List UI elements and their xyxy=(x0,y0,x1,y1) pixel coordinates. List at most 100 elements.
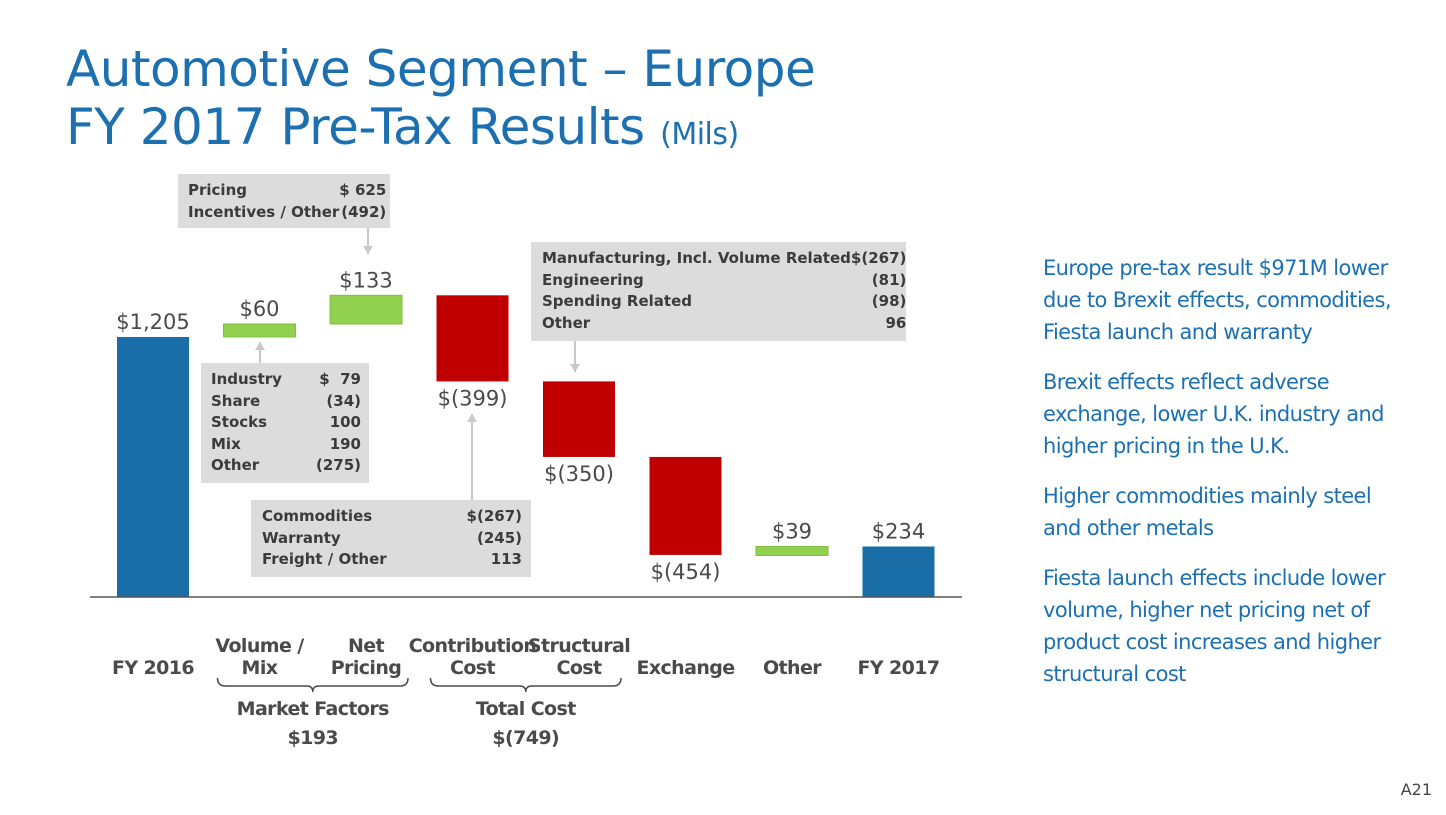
callout-label: Freight / Other xyxy=(262,550,387,568)
callout-row: Mix 190 xyxy=(211,434,361,456)
bullet-text: Fiesta launch effects include lower volu… xyxy=(1043,566,1386,686)
callout-value: 96 xyxy=(885,313,907,332)
group-value: $(749) xyxy=(492,727,559,749)
callout-value: 190 xyxy=(329,434,361,453)
category-label: FY 2017 xyxy=(857,657,939,679)
category-label: Mix xyxy=(242,657,278,679)
waterfall-bar xyxy=(223,323,296,338)
callout-row: Freight / Other 113 xyxy=(262,549,522,571)
callout-value: (492) xyxy=(341,202,387,221)
category-label: Exchange xyxy=(636,657,734,679)
category-label: Volume / xyxy=(215,635,304,657)
callout-contribution-table: Commodities $(267) Warranty (245) Freight / … xyxy=(262,506,522,571)
value-label: $39 xyxy=(772,520,812,544)
callout-contribution: Commodities $(267) Warranty (245) Freight / … xyxy=(251,500,531,577)
category-label: Contribution xyxy=(409,635,537,657)
callout-market: Industry $ 79 Share (34) Stocks 100 Mix 190 Othe… xyxy=(201,363,369,483)
category-label: Structural xyxy=(528,635,630,657)
callout-row: Industry $ 79 xyxy=(211,369,361,391)
waterfall-bar xyxy=(649,456,722,555)
callout-value: $ 625 xyxy=(339,181,387,199)
callout-row: Pricing $ 625 xyxy=(188,180,386,202)
value-label: $(350) xyxy=(544,462,614,486)
title-units: (Mils) xyxy=(660,117,739,152)
structural-connector-head xyxy=(570,364,580,372)
callout-value: 100 xyxy=(329,413,361,431)
bullet-text: Higher commodities mainly steel and othe… xyxy=(1043,484,1372,540)
callout-label: Mix xyxy=(211,434,241,453)
page-title: Automotive Segment – Europe FY 2017 Pre-… xyxy=(66,40,816,164)
category-label: FY 2016 xyxy=(112,657,194,679)
market-connector-head xyxy=(255,342,265,350)
category-label: Cost xyxy=(450,657,496,679)
value-label: $(454) xyxy=(651,560,721,584)
waterfall-bar xyxy=(543,381,615,457)
contribution-connector-head xyxy=(467,414,477,422)
callout-value: $(267) xyxy=(466,507,522,525)
waterfall-bar xyxy=(755,546,829,557)
category-label: Cost xyxy=(557,657,603,679)
pricing-connector-head xyxy=(363,246,373,254)
title-line-1: Automotive Segment – Europe xyxy=(66,40,816,98)
bullet-text: Brexit effects reflect adverse exchange,… xyxy=(1043,370,1385,458)
page-number: A21 xyxy=(1400,780,1432,799)
callout-row: Warranty (245) xyxy=(262,528,522,550)
bullet-text: Europe pre-tax result $971M lower due to… xyxy=(1043,256,1392,344)
waterfall-bar xyxy=(117,336,189,597)
group-label: Market Factors xyxy=(237,698,389,720)
callout-label: Industry xyxy=(211,370,282,388)
callout-label: Share xyxy=(211,391,261,410)
callout-row: Other (275) xyxy=(211,455,361,477)
callout-value: $ 79 xyxy=(319,370,361,388)
callout-label: Spending Related xyxy=(542,292,692,310)
value-label: $(399) xyxy=(438,386,508,410)
callout-structural-table: Manufacturing, Incl. Volume Related $(267… xyxy=(542,248,906,334)
callout-label: Commodities xyxy=(262,507,373,525)
category-label: Pricing xyxy=(331,657,402,679)
callout-label: Other xyxy=(211,456,260,474)
callout-row: Share (34) xyxy=(211,391,361,413)
callout-value: (34) xyxy=(326,391,361,410)
category-label: Net xyxy=(348,635,385,657)
waterfall-bar xyxy=(329,294,403,325)
callout-label: Stocks xyxy=(211,413,268,431)
title-line-2-text: FY 2017 Pre-Tax Results xyxy=(66,98,645,156)
callout-value: (245) xyxy=(476,528,522,547)
callout-value: 113 xyxy=(490,550,522,568)
category-label: Other xyxy=(763,657,822,679)
callout-structural: Manufacturing, Incl. Volume Related $(267… xyxy=(531,242,906,341)
group-brace xyxy=(429,677,622,693)
callout-market-table: Industry $ 79 Share (34) Stocks 100 Mix 190 Othe… xyxy=(211,369,361,477)
value-label: $234 xyxy=(872,520,925,544)
waterfall-chart: $1,205 $60 $133 $(399) $(350) $(454) $39 $234 FY… xyxy=(90,228,962,749)
commentary: Europe pre-tax result $971M lower due to… xyxy=(1043,252,1413,708)
callout-pricing: Pricing $ 625 Incentives / Other (492) xyxy=(178,174,390,228)
callout-value: (81) xyxy=(871,270,907,289)
callout-label: Incentives / Other xyxy=(188,202,340,221)
callout-label: Warranty xyxy=(262,528,341,547)
callout-label: Other xyxy=(542,313,591,332)
waterfall-bar xyxy=(862,546,935,597)
callout-label: Engineering xyxy=(542,270,644,289)
callout-label: Pricing xyxy=(188,181,247,199)
callout-value: $(267) xyxy=(850,249,907,267)
group-label: Total Cost xyxy=(476,698,576,720)
callout-label: Manufacturing, Incl. Volume Related xyxy=(542,249,851,267)
callout-row: Manufacturing, Incl. Volume Related $(267… xyxy=(542,248,906,270)
title-line-2: FY 2017 Pre-Tax Results (Mils) xyxy=(66,98,815,164)
waterfall-bar xyxy=(436,295,509,382)
value-label: $133 xyxy=(339,268,392,292)
callout-row: Incentives / Other (492) xyxy=(188,202,386,224)
callout-pricing-table: Pricing $ 625 Incentives / Other (492) xyxy=(188,180,386,223)
callout-row: Other 96 xyxy=(542,313,906,335)
value-label: $60 xyxy=(239,297,279,321)
group-brace xyxy=(216,677,409,693)
callout-value: (98) xyxy=(871,292,907,310)
callout-row: Stocks 100 xyxy=(211,412,361,434)
callout-row: Commodities $(267) xyxy=(262,506,522,528)
callout-value: (275) xyxy=(315,456,361,474)
group-value: $193 xyxy=(288,727,338,749)
value-label: $1,205 xyxy=(116,310,189,334)
callout-row: Spending Related (98) xyxy=(542,291,906,313)
callout-row: Engineering (81) xyxy=(542,270,906,292)
